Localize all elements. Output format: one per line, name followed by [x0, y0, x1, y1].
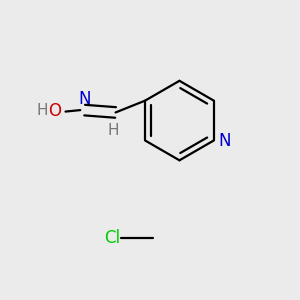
Text: H: H	[107, 123, 119, 138]
Text: N: N	[78, 90, 91, 108]
Text: O: O	[48, 102, 61, 120]
Text: Cl: Cl	[104, 229, 121, 247]
Text: H: H	[37, 103, 48, 118]
Text: N: N	[218, 132, 230, 150]
